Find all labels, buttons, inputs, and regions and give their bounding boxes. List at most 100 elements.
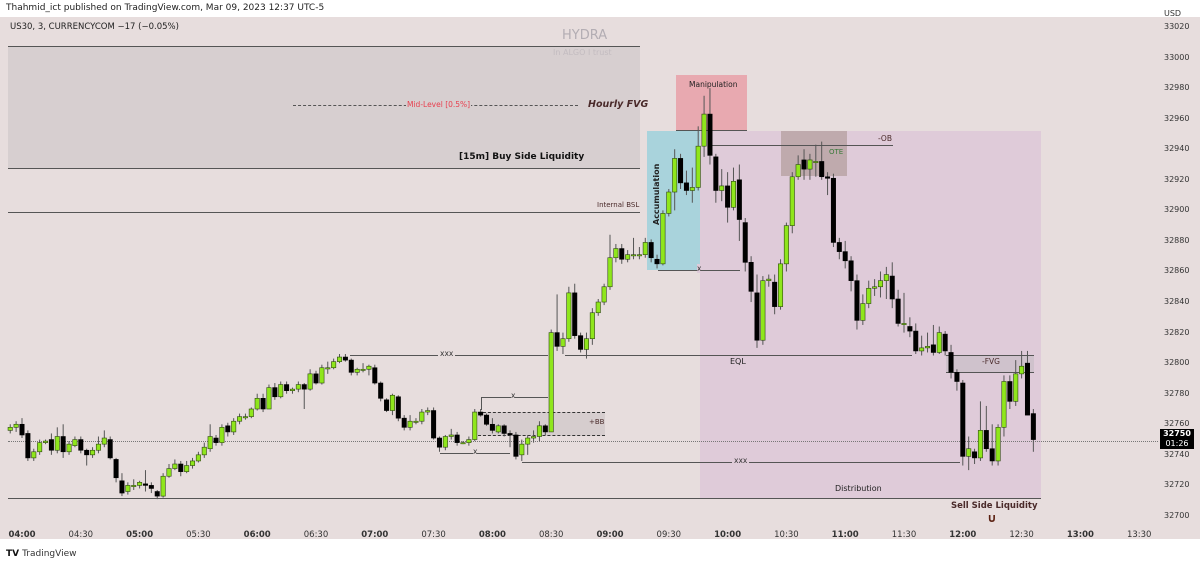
candle-body-down	[713, 156, 719, 191]
time-tick: 09:30	[656, 530, 682, 540]
candle	[889, 262, 895, 309]
candle	[654, 254, 660, 269]
candle-body-up	[366, 365, 372, 370]
time-tick: 04:30	[68, 530, 94, 540]
candle-body-up	[184, 465, 190, 472]
candle	[431, 407, 437, 440]
candle	[119, 473, 125, 497]
candle-body-up	[631, 254, 637, 257]
candle	[725, 172, 731, 223]
candle	[883, 266, 889, 299]
candle-body-up	[607, 257, 613, 288]
candle-body-down	[572, 292, 578, 336]
candle-body-up	[936, 332, 942, 353]
hourly-fvg-zone	[8, 46, 640, 169]
candle-body-up	[101, 437, 107, 445]
candle	[801, 149, 807, 180]
candle-body-up	[354, 368, 360, 373]
candle-body-down	[683, 182, 689, 191]
candle	[501, 424, 507, 437]
candle	[942, 331, 948, 356]
candle-body-down	[513, 434, 519, 457]
candle	[995, 424, 1001, 466]
candle	[554, 294, 560, 351]
candle	[348, 358, 354, 376]
candle-body-down	[260, 398, 266, 410]
candle-body-up	[237, 416, 243, 422]
candle-body-down	[395, 396, 401, 419]
candle	[730, 167, 736, 211]
candle	[589, 308, 595, 345]
fvg-zone	[946, 355, 1034, 373]
candle-body-up	[466, 439, 472, 443]
candle-body-up	[160, 475, 166, 497]
candle-body-down	[342, 356, 348, 361]
candle	[207, 424, 213, 452]
candle	[454, 431, 460, 446]
ote-zone	[781, 131, 847, 176]
candle	[201, 442, 207, 458]
candle	[154, 489, 160, 500]
candle-body-up	[519, 443, 525, 456]
ob-label: -OB	[878, 134, 892, 143]
candle-body-down	[113, 459, 119, 479]
candle-body-up	[207, 436, 213, 450]
candle-body-down	[148, 485, 154, 489]
candle-body-down	[225, 425, 231, 433]
candle	[989, 424, 995, 466]
candle-body-down	[578, 335, 584, 350]
candle-body-down	[436, 437, 442, 448]
candle	[678, 153, 684, 189]
candle	[95, 436, 101, 454]
candle	[648, 239, 654, 263]
candle	[754, 274, 760, 348]
price-tick: 32700	[1164, 510, 1190, 520]
candle-body-down	[478, 411, 484, 416]
candle-body-up	[419, 411, 425, 422]
candle-body-down	[895, 298, 901, 324]
candle	[37, 439, 43, 455]
candle-body-up	[695, 145, 701, 188]
candle-body-down	[707, 113, 713, 156]
candle-body-up	[360, 368, 366, 371]
candle-body-up	[995, 427, 1001, 462]
price-tag-price: 32750	[1163, 429, 1191, 438]
candle-body-up	[760, 280, 766, 341]
candle	[542, 424, 548, 435]
candle-body-up	[877, 280, 883, 288]
candle	[795, 155, 801, 180]
candle	[413, 418, 419, 425]
candle-body-down	[842, 251, 848, 262]
price-tag: 32750 01:26	[1160, 429, 1194, 449]
time-tick: 09:00	[596, 530, 624, 540]
candle	[872, 279, 878, 296]
candle-body-down	[142, 483, 148, 486]
candle	[913, 323, 919, 354]
candle-body-up	[778, 263, 784, 307]
candle	[595, 298, 601, 316]
candle-body-up	[331, 361, 337, 369]
candle	[672, 149, 678, 211]
candle	[842, 240, 848, 269]
candle-body-up	[548, 332, 554, 433]
candle	[231, 418, 237, 435]
xxx-low-label: xxx	[732, 456, 750, 465]
time-tick: 06:00	[243, 530, 271, 540]
candle	[972, 448, 978, 465]
time-tick: 12:30	[1009, 530, 1034, 540]
candle	[60, 424, 66, 458]
candle	[113, 457, 119, 483]
candle	[172, 459, 178, 471]
time-tick: 11:00	[831, 530, 859, 540]
candle	[7, 424, 13, 434]
publisher-line: Thahmid_ict published on TradingView.com…	[6, 3, 325, 13]
time-tick: 07:00	[361, 530, 389, 540]
candle	[877, 271, 883, 298]
tradingview-logo[interactable]: TV TradingView	[6, 549, 77, 559]
candle	[160, 473, 166, 498]
candle-body-up	[807, 159, 813, 170]
candle	[254, 393, 260, 411]
candle	[936, 326, 942, 354]
candle-body-up	[719, 185, 725, 191]
candle-body-up	[254, 398, 260, 410]
